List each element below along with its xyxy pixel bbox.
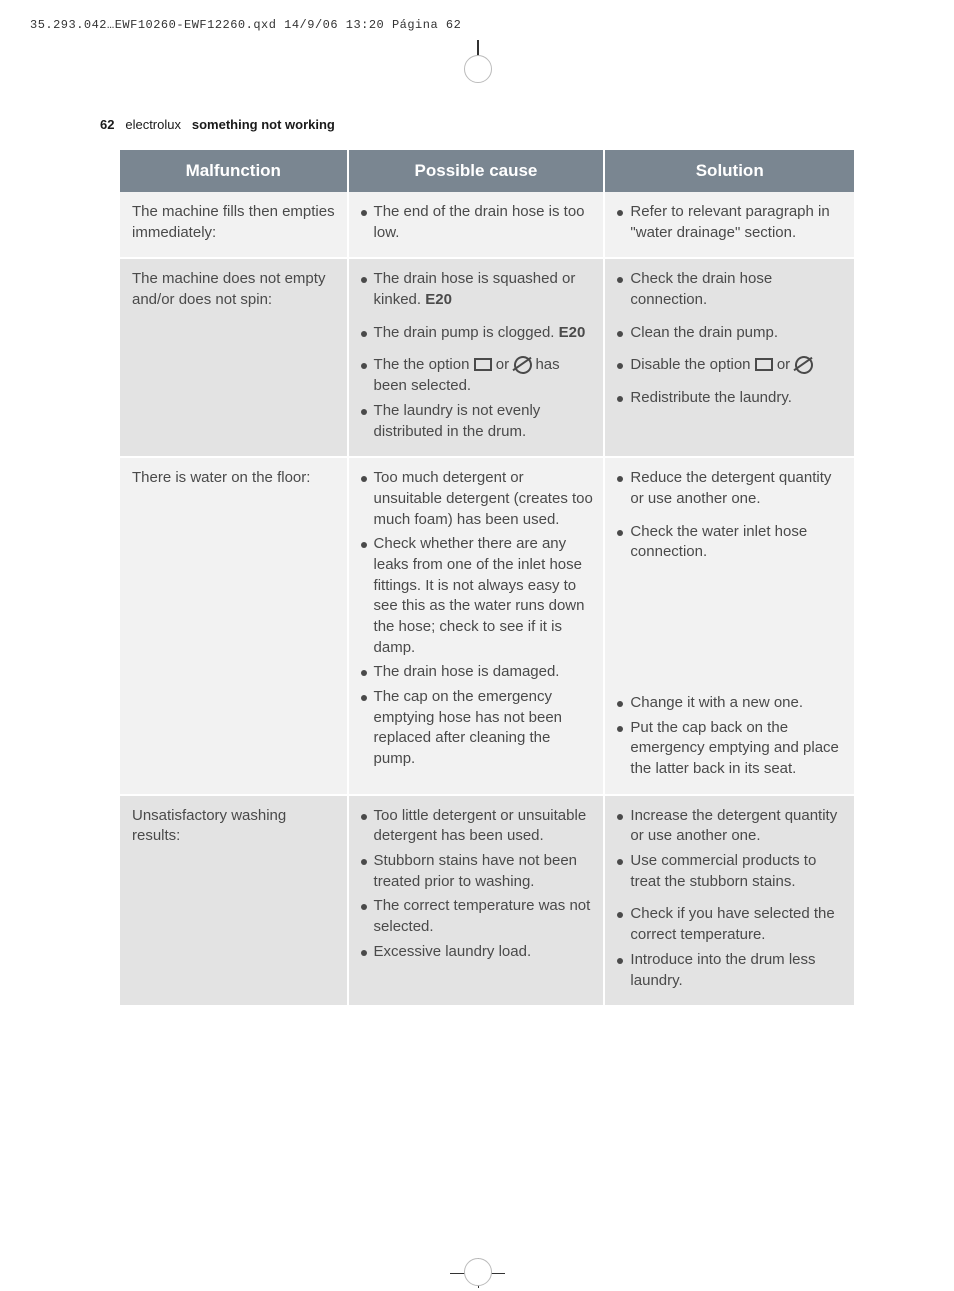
troubleshooting-table: Malfunction Possible cause Solution The … [120,150,854,1007]
list-item: Disable the option or [617,355,844,376]
cause-cell: Too little detergent or unsuitable deter… [348,795,605,1007]
malfunction-cell: There is water on the floor: [120,457,348,795]
list-item: Stubborn stains have not been treated pr… [361,851,594,892]
cause-cell: The end of the drain hose is too low. [348,192,605,258]
list-item: Increase the detergent quantity or use a… [617,806,844,847]
bullet-list: Refer to relevant paragraph in "water dr… [617,202,844,243]
table-row: There is water on the floor:Too much det… [120,457,854,795]
list-item: Check if you have selected the correct t… [617,904,844,945]
list-item: Change it with a new one. [617,693,844,714]
malfunction-cell: The machine does not empty and/or does n… [120,258,348,457]
page-number: 62 [100,117,114,132]
bullet-list: Too much detergent or unsuitable deterge… [361,468,594,770]
table-row: The machine does not empty and/or does n… [120,258,854,457]
crop-circle [464,55,492,83]
crop-circle-bottom [464,1258,492,1286]
bullet-list: Reduce the detergent quantity or use ano… [617,468,844,780]
col-solution: Solution [604,150,854,192]
malfunction-cell: The machine fills then empties immediate… [120,192,348,258]
solution-cell: Increase the detergent quantity or use a… [604,795,854,1007]
list-item: Clean the drain pump. [617,323,844,344]
error-code: E20 [559,324,586,341]
list-item: Too little detergent or unsuitable deter… [361,806,594,847]
list-item: Excessive laundry load. [361,942,594,963]
list-item: Reduce the detergent quantity or use ano… [617,468,844,509]
malfunction-cell: Unsatisfactory washing results: [120,795,348,1007]
solution-cell: Refer to relevant paragraph in "water dr… [604,192,854,258]
table-row: Unsatisfactory washing results: Too littl… [120,795,854,1007]
brand-name: electrolux [125,117,181,132]
bullet-list: Check the drain hose connection. Clean th… [617,269,844,408]
list-item: Refer to relevant paragraph in "water dr… [617,202,844,243]
list-item: The drain hose is damaged. [361,662,594,683]
no-spin-icon [513,355,531,373]
list-item: Put the cap back on the emergency emptyi… [617,718,844,780]
bullet-list: Increase the detergent quantity or use a… [617,806,844,992]
cause-cell: The drain hose is squashed or kinked. E2… [348,258,605,457]
list-item: Redistribute the laundry. [617,388,844,409]
list-item: The the option or has been selected. [361,355,594,396]
solution-cell: Reduce the detergent quantity or use ano… [604,457,854,795]
error-code: E20 [425,291,452,308]
table-row: The machine fills then empties immediate… [120,192,854,258]
rinse-hold-icon [474,358,492,371]
bullet-list: The drain hose is squashed or kinked. E2… [361,269,594,442]
section-title: something not working [192,117,335,132]
col-cause: Possible cause [348,150,605,192]
col-malfunction: Malfunction [120,150,348,192]
list-item: Too much detergent or unsuitable deterge… [361,468,594,530]
list-item: The laundry is not evenly distributed in… [361,401,594,442]
bullet-list: Too little detergent or unsuitable deter… [361,806,594,963]
list-item: Check whether there are any leaks from o… [361,534,594,658]
list-item: The drain pump is clogged. E20 [361,323,594,344]
rinse-hold-icon [755,358,773,371]
list-item: Use commercial products to treat the stu… [617,851,844,892]
list-item: Introduce into the drum less laundry. [617,950,844,991]
list-item: Check the water inlet hose connection. [617,522,844,563]
solution-cell: Check the drain hose connection. Clean th… [604,258,854,457]
table-header-row: Malfunction Possible cause Solution [120,150,854,192]
list-item: The end of the drain hose is too low. [361,202,594,243]
list-item: The cap on the emergency emptying hose h… [361,687,594,770]
content-area: Malfunction Possible cause Solution The … [0,150,954,1007]
file-info-line: 35.293.042…EWF10260-EWF12260.qxd 14/9/06… [0,0,954,32]
no-spin-icon [794,355,812,373]
cause-cell: Too much detergent or unsuitable deterge… [348,457,605,795]
list-item: The drain hose is squashed or kinked. E2… [361,269,594,310]
bullet-list: The end of the drain hose is too low. [361,202,594,243]
list-item: The correct temperature was not selected… [361,896,594,937]
list-item: Check the drain hose connection. [617,269,844,310]
